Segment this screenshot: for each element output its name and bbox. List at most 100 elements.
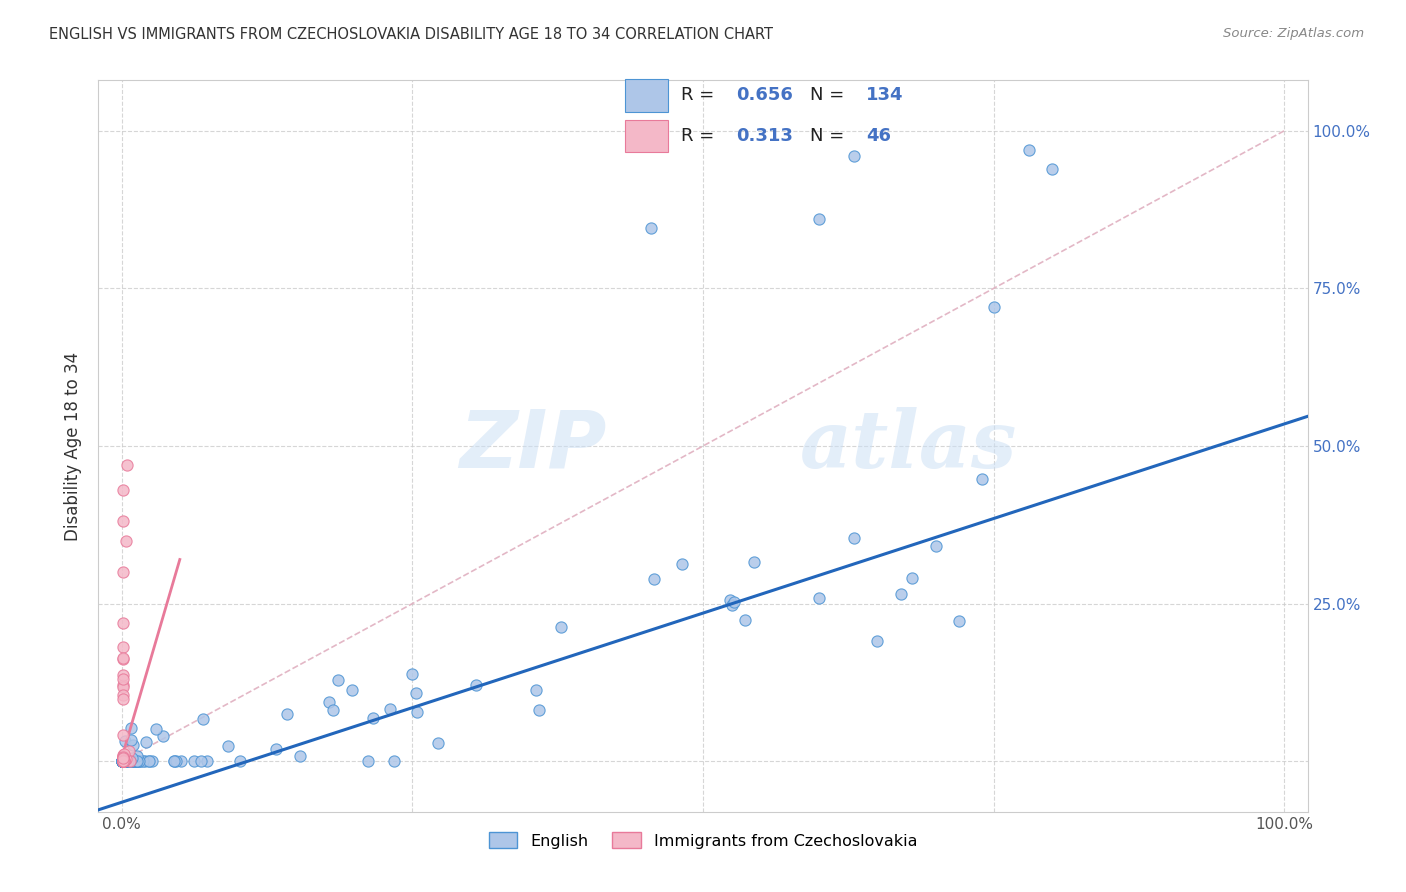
Point — [111, 754, 134, 768]
Point — [117, 754, 139, 768]
Point — [111, 751, 134, 765]
Point — [118, 754, 141, 768]
Point — [125, 754, 148, 768]
Point — [111, 753, 134, 767]
Point — [276, 706, 298, 721]
Point — [165, 754, 187, 768]
Point — [111, 754, 134, 768]
Bar — [624, 79, 668, 112]
Point — [111, 754, 134, 768]
Point — [406, 705, 429, 719]
Point — [111, 752, 134, 766]
Point — [671, 558, 693, 572]
Text: R =: R = — [681, 87, 720, 104]
Point — [111, 728, 134, 742]
Point — [115, 458, 138, 472]
Point — [115, 754, 138, 768]
Point — [288, 748, 311, 763]
Point — [183, 754, 205, 768]
Point — [129, 754, 152, 768]
Point — [112, 754, 135, 768]
Point — [111, 678, 134, 692]
Point — [114, 754, 136, 768]
Text: N =: N = — [810, 87, 851, 104]
Point — [122, 754, 145, 768]
Point — [117, 754, 139, 768]
Text: ENGLISH VS IMMIGRANTS FROM CZECHOSLOVAKIA DISABILITY AGE 18 TO 34 CORRELATION CH: ENGLISH VS IMMIGRANTS FROM CZECHOSLOVAKI… — [49, 27, 773, 42]
Point — [948, 614, 970, 628]
Point — [322, 703, 344, 717]
Point — [127, 754, 149, 768]
Point — [112, 691, 135, 706]
Point — [643, 572, 665, 586]
Point — [112, 747, 135, 762]
Point — [111, 754, 134, 768]
Point — [134, 754, 156, 768]
Point — [111, 754, 134, 768]
Point — [111, 754, 134, 768]
Text: ZIP: ZIP — [458, 407, 606, 485]
Point — [111, 754, 134, 768]
Text: 0.656: 0.656 — [737, 87, 793, 104]
Point — [111, 754, 134, 768]
Point — [138, 754, 160, 768]
Point — [120, 754, 142, 768]
Point — [195, 754, 218, 768]
Point — [111, 754, 134, 768]
Legend: English, Immigrants from Czechoslovakia: English, Immigrants from Czechoslovakia — [482, 826, 924, 855]
Point — [117, 754, 139, 768]
Text: atlas: atlas — [800, 408, 1017, 484]
Point — [114, 754, 136, 768]
Text: 46: 46 — [866, 127, 891, 145]
Point — [114, 754, 136, 768]
Point — [112, 749, 135, 764]
Point — [111, 754, 134, 768]
Point — [1018, 143, 1040, 157]
Point — [718, 592, 741, 607]
Point — [117, 754, 139, 768]
Point — [342, 683, 364, 698]
Point — [111, 754, 134, 768]
Point — [115, 754, 138, 768]
Point — [120, 754, 142, 768]
Point — [382, 754, 405, 768]
Point — [640, 221, 662, 235]
Point — [318, 695, 340, 709]
Point — [111, 514, 134, 528]
Point — [111, 652, 134, 666]
Point — [141, 754, 163, 768]
Point — [111, 754, 134, 768]
Point — [127, 748, 149, 763]
Point — [111, 753, 134, 767]
Point — [170, 754, 193, 768]
Point — [111, 754, 134, 768]
Point — [112, 754, 135, 768]
Point — [217, 739, 239, 754]
Point — [120, 721, 142, 735]
Point — [111, 565, 134, 579]
Point — [111, 668, 134, 682]
Point — [111, 754, 134, 768]
Point — [124, 754, 146, 768]
Point — [111, 750, 134, 764]
Point — [111, 748, 134, 763]
Point — [378, 702, 401, 716]
Point — [118, 754, 141, 768]
Point — [527, 703, 550, 717]
Point — [118, 754, 141, 768]
Point — [1040, 161, 1063, 176]
Point — [844, 149, 866, 163]
Point — [111, 754, 134, 768]
Point — [122, 754, 145, 768]
Point — [112, 753, 135, 767]
Point — [193, 712, 215, 726]
Point — [111, 640, 134, 654]
Point — [118, 744, 141, 758]
Point — [111, 651, 134, 665]
Point — [114, 754, 136, 768]
Point — [114, 754, 136, 768]
Point — [190, 754, 212, 768]
Point — [524, 682, 547, 697]
Point — [125, 754, 148, 768]
Point — [111, 754, 134, 768]
